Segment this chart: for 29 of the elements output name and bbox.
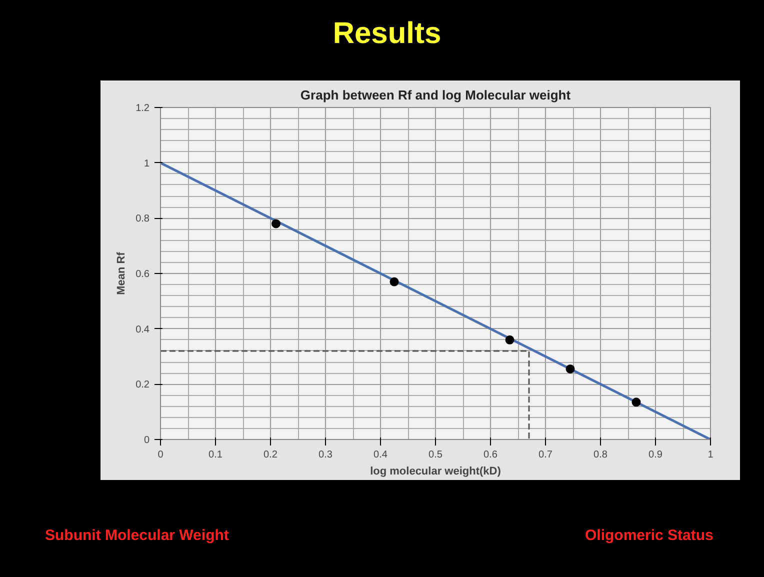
y-tick-label: 0.2 <box>136 380 150 391</box>
x-tick-label: 0.1 <box>208 450 223 460</box>
x-tick-label: 0.8 <box>594 450 608 460</box>
point <box>272 219 280 228</box>
x-tick-label: 0.2 <box>264 450 278 460</box>
y-axis-title: Mean Rf <box>116 252 128 295</box>
x-tick-label: 0 <box>158 450 164 460</box>
y-tick-label: 0.8 <box>136 214 150 225</box>
y-tick-label: 0 <box>144 435 150 446</box>
x-tick-label: 0.3 <box>318 450 333 460</box>
y-tick-label: 1 <box>144 158 150 170</box>
x-tick-label: 0.7 <box>538 450 553 460</box>
point <box>390 277 399 286</box>
x-tick-label: 0.6 <box>484 450 498 460</box>
text: Subunit Molecular Weight <box>45 526 229 546</box>
y-tick-label: 0.4 <box>136 324 150 336</box>
x-tick-label: 0.9 <box>648 450 663 460</box>
chart-title: Graph between Rf and log Molecular weight <box>300 88 572 102</box>
x-axis-title: log molecular weight(kD) <box>370 466 502 478</box>
text: Oligomeric Status <box>585 526 714 546</box>
y-tick-label: 1.2 <box>136 103 150 114</box>
point <box>505 335 514 344</box>
y-tick-label: 0.6 <box>136 269 150 280</box>
x-tick-label: 0.4 <box>374 450 388 460</box>
point <box>632 398 641 407</box>
text: Results <box>332 16 442 52</box>
x-tick-label: 1 <box>708 450 714 460</box>
point <box>566 364 575 374</box>
x-tick-label: 0.5 <box>428 450 443 460</box>
